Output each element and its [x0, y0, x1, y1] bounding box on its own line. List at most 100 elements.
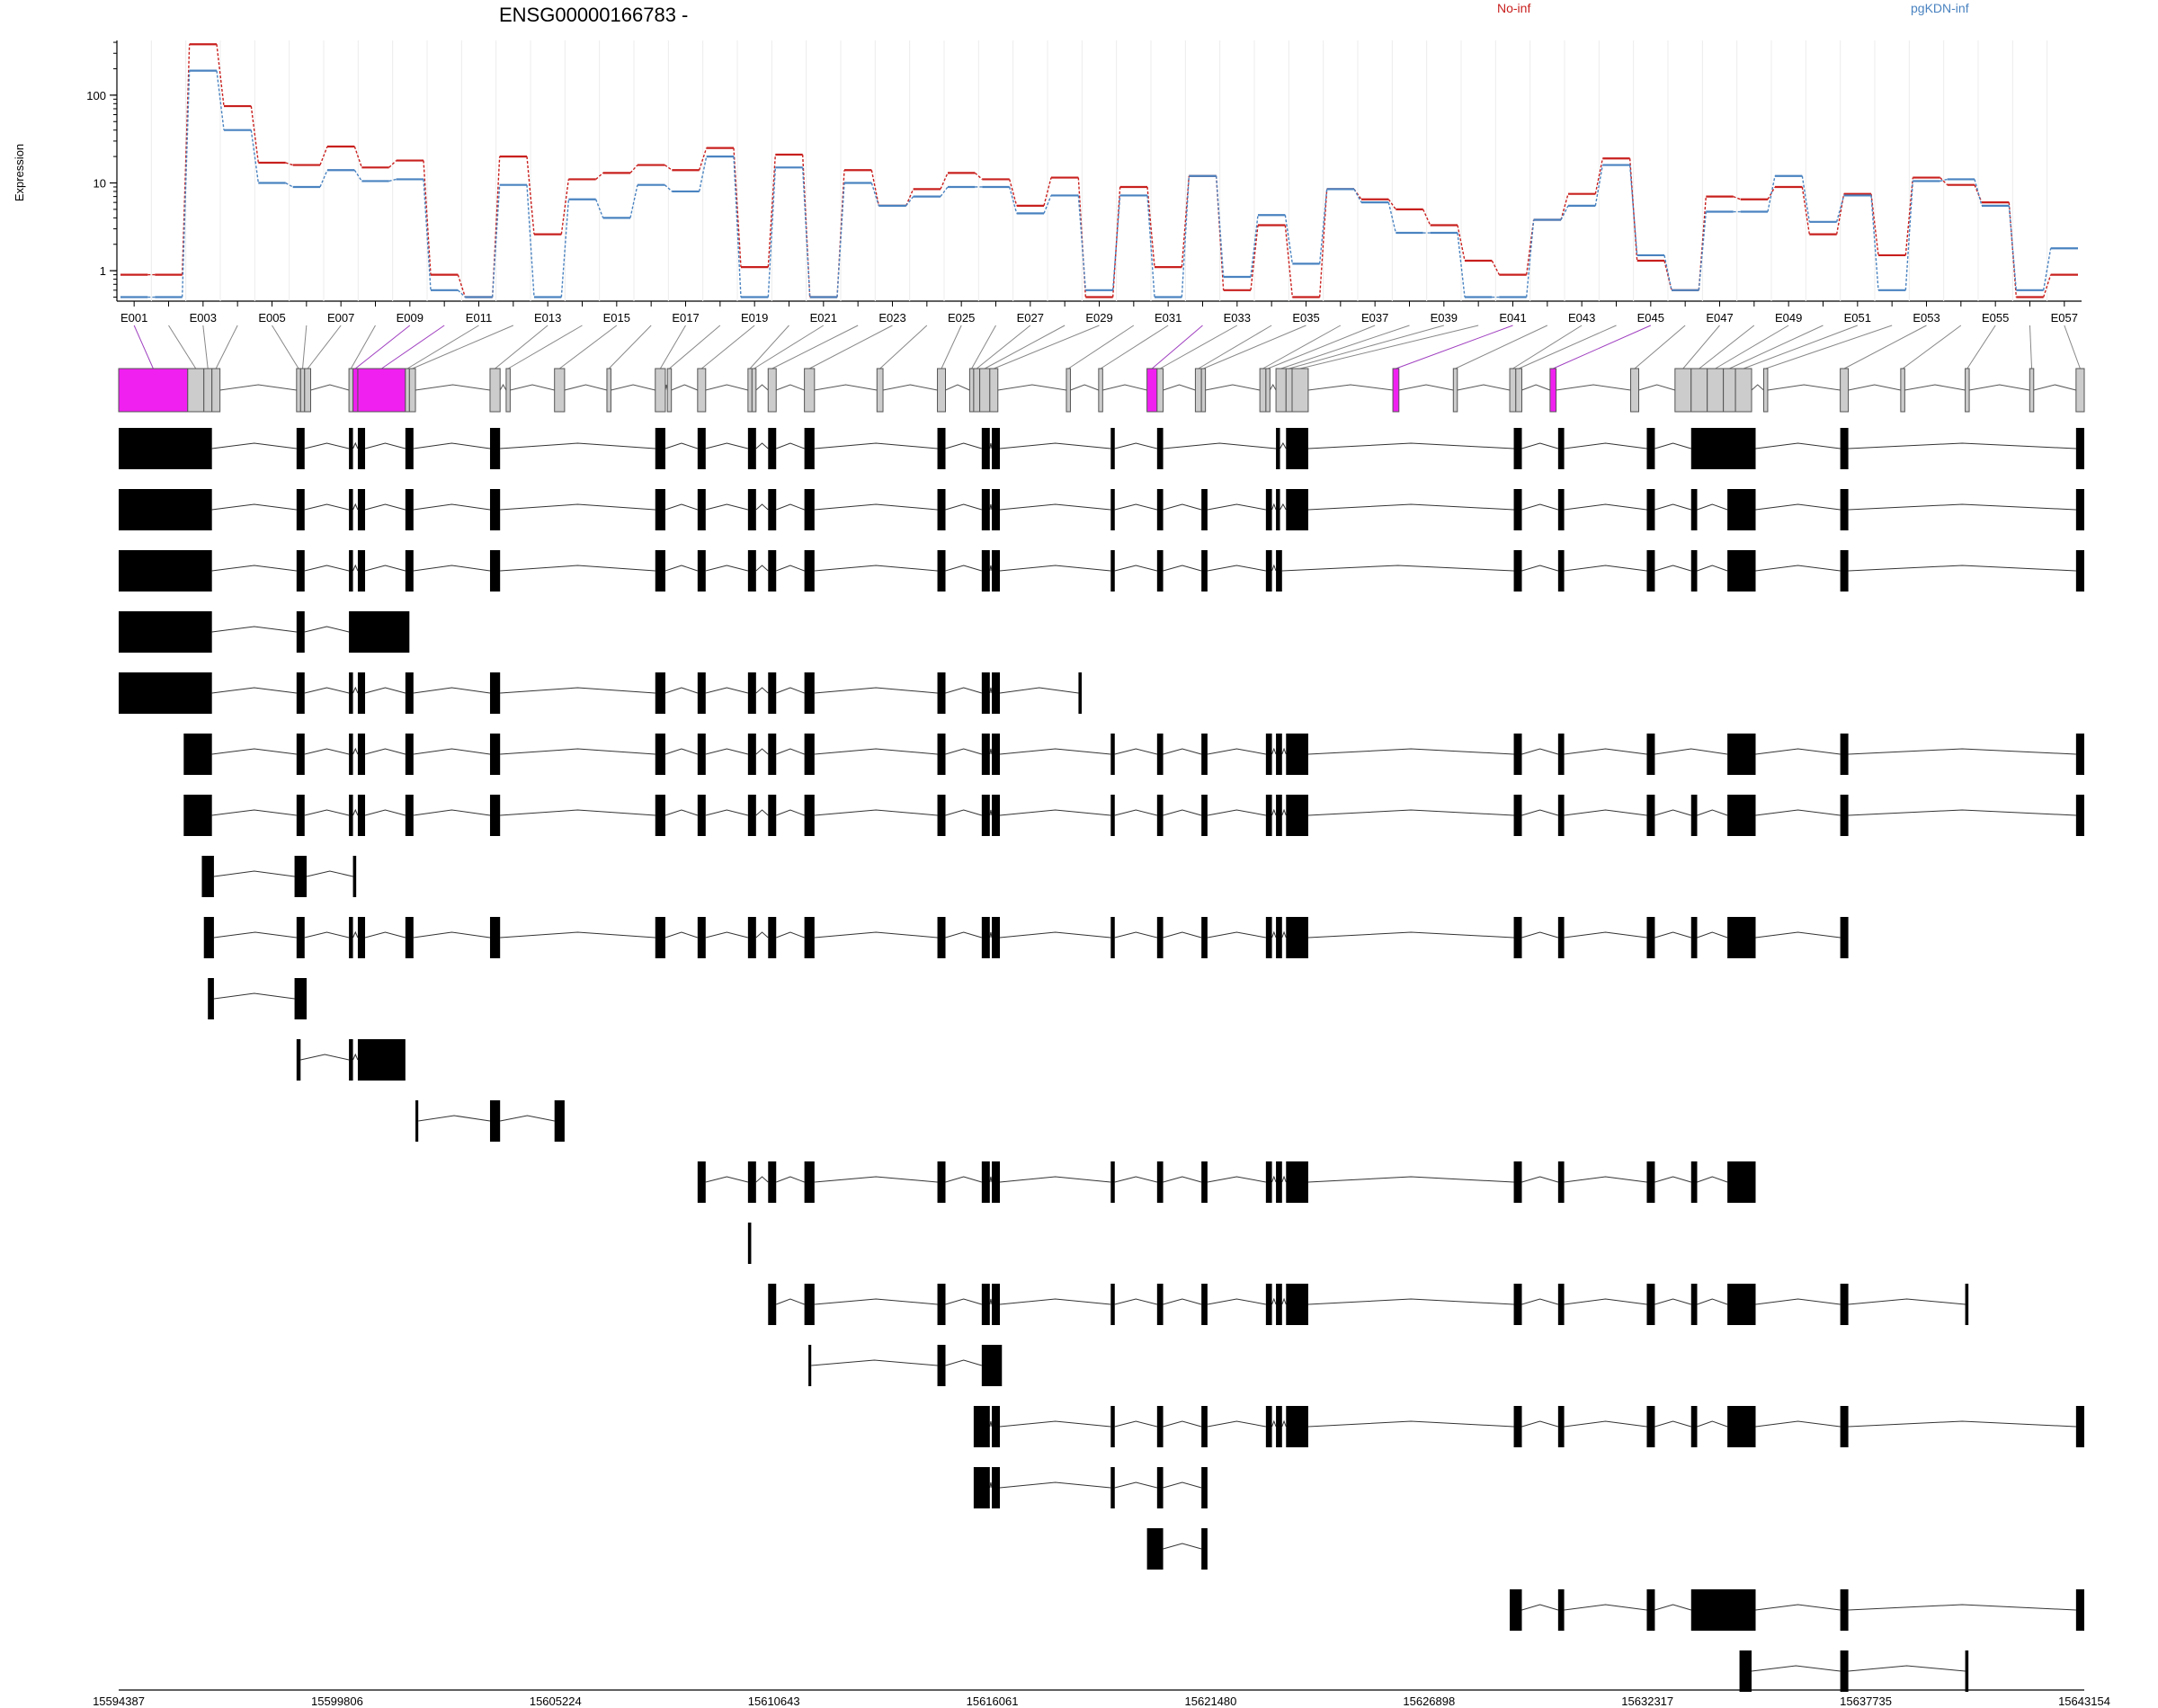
- transcript-intron: [304, 687, 350, 694]
- transcript-intron: [352, 686, 359, 694]
- transcript-intron: [945, 442, 982, 449]
- transcript-intron: [776, 565, 805, 572]
- transcript-exon: [2075, 489, 2084, 530]
- transcript-exon: [1146, 1528, 1164, 1570]
- genomic-tick-label: 15610643: [748, 1695, 800, 1708]
- series-connector: [1250, 225, 1259, 290]
- series-connector: [801, 167, 811, 298]
- transcript-intron: [1207, 748, 1266, 755]
- transcript-exon: [1727, 734, 1756, 775]
- genomic-tick-label: 15621480: [1185, 1695, 1237, 1708]
- exon-link: [272, 325, 299, 369]
- transcript-intron: [1697, 565, 1728, 572]
- series-connector: [836, 182, 845, 298]
- transcript-intron: [1163, 1176, 1202, 1183]
- transcript-intron: [1564, 809, 1647, 816]
- model-exon: [1674, 368, 1692, 413]
- transcript-exon: [349, 672, 353, 714]
- model-exon: [408, 368, 416, 413]
- series-connector: [629, 165, 638, 173]
- genomic-tick-label: 15637735: [1840, 1695, 1892, 1708]
- exon-link: [2064, 325, 2081, 369]
- transcript-exon: [747, 795, 756, 836]
- exon-link: [1198, 325, 1272, 369]
- transcript-row: [119, 428, 2084, 469]
- transcript-exon: [1276, 1406, 1282, 1447]
- transcript-intron: [211, 687, 297, 694]
- model-exon: [1515, 368, 1523, 413]
- transcript-intron: [500, 687, 655, 694]
- intron-line: [510, 384, 555, 391]
- series-connector: [1181, 175, 1190, 268]
- intron-line: [1751, 384, 1764, 391]
- transcript-intron: [352, 747, 359, 755]
- transcript-intron: [1755, 931, 1841, 939]
- transcript-exon: [937, 795, 946, 836]
- transcript-exon: [357, 550, 366, 592]
- exon-label: E035: [1292, 311, 1319, 325]
- transcript-exon: [655, 489, 665, 530]
- model-exon: [1146, 368, 1158, 413]
- transcript-intron: [364, 565, 406, 572]
- transcript-exon: [973, 1467, 990, 1508]
- transcript-exon: [1201, 795, 1208, 836]
- model-exon: [1194, 368, 1202, 413]
- transcript-exon: [1513, 550, 1522, 592]
- transcript-intron: [755, 809, 769, 816]
- transcript-exon: [349, 550, 353, 592]
- transcript-intron: [1521, 565, 1558, 572]
- transcript-exon: [1156, 1284, 1164, 1325]
- exon-link: [941, 325, 962, 369]
- transcript-exon: [1690, 1406, 1698, 1447]
- intron-line: [776, 384, 805, 391]
- model-exon: [1840, 368, 1850, 413]
- model-exon: [2029, 368, 2035, 413]
- exon-link: [659, 325, 686, 369]
- transcript-intron: [1848, 442, 2076, 449]
- model-exon: [1707, 368, 1725, 413]
- transcript-exon: [697, 489, 706, 530]
- transcript-intron: [814, 809, 938, 816]
- series-connector: [905, 196, 914, 207]
- series-connector: [216, 70, 225, 130]
- model-exon: [751, 368, 757, 413]
- model-exon: [1156, 368, 1164, 413]
- transcript-exon: [992, 489, 1001, 530]
- transcript-exon: [992, 917, 1001, 958]
- transcript-exon: [1965, 1650, 1969, 1692]
- transcript-exon: [1110, 734, 1115, 775]
- series-connector: [595, 172, 604, 180]
- exon-link: [1699, 325, 1755, 369]
- exon-link: [350, 325, 376, 369]
- transcript-intron: [1848, 1420, 2076, 1428]
- transcript-intron: [989, 1481, 993, 1489]
- transcript-exon: [1156, 489, 1164, 530]
- series-connector: [1767, 175, 1776, 212]
- series-connector: [1008, 186, 1018, 214]
- transcript-exon: [1840, 550, 1849, 592]
- exon-label: E029: [1085, 311, 1112, 325]
- transcript-exon: [747, 672, 756, 714]
- series-connector: [1284, 215, 1294, 264]
- intron-line: [1070, 384, 1100, 391]
- transcript-exon: [1646, 795, 1655, 836]
- transcript-intron: [1281, 565, 1514, 572]
- transcript-intron: [989, 503, 993, 511]
- transcript-exon: [349, 734, 353, 775]
- transcript-intron: [814, 1298, 938, 1305]
- transcript-intron: [999, 503, 1111, 511]
- transcript-exon: [1110, 795, 1115, 836]
- transcript-exon: [405, 734, 414, 775]
- transcript-intron: [1280, 441, 1287, 449]
- series-connector: [1422, 209, 1431, 226]
- transcript-intron: [989, 931, 993, 939]
- transcript-exon: [1110, 1161, 1115, 1203]
- transcript-intron: [1521, 442, 1558, 449]
- transcript-exon: [992, 428, 1001, 469]
- transcript-exon: [1646, 550, 1655, 592]
- model-exon: [1723, 368, 1736, 413]
- transcript-intron: [418, 1115, 491, 1122]
- exon-label: E057: [2051, 311, 2078, 325]
- exon-link: [215, 325, 238, 369]
- transcript-exon: [405, 795, 414, 836]
